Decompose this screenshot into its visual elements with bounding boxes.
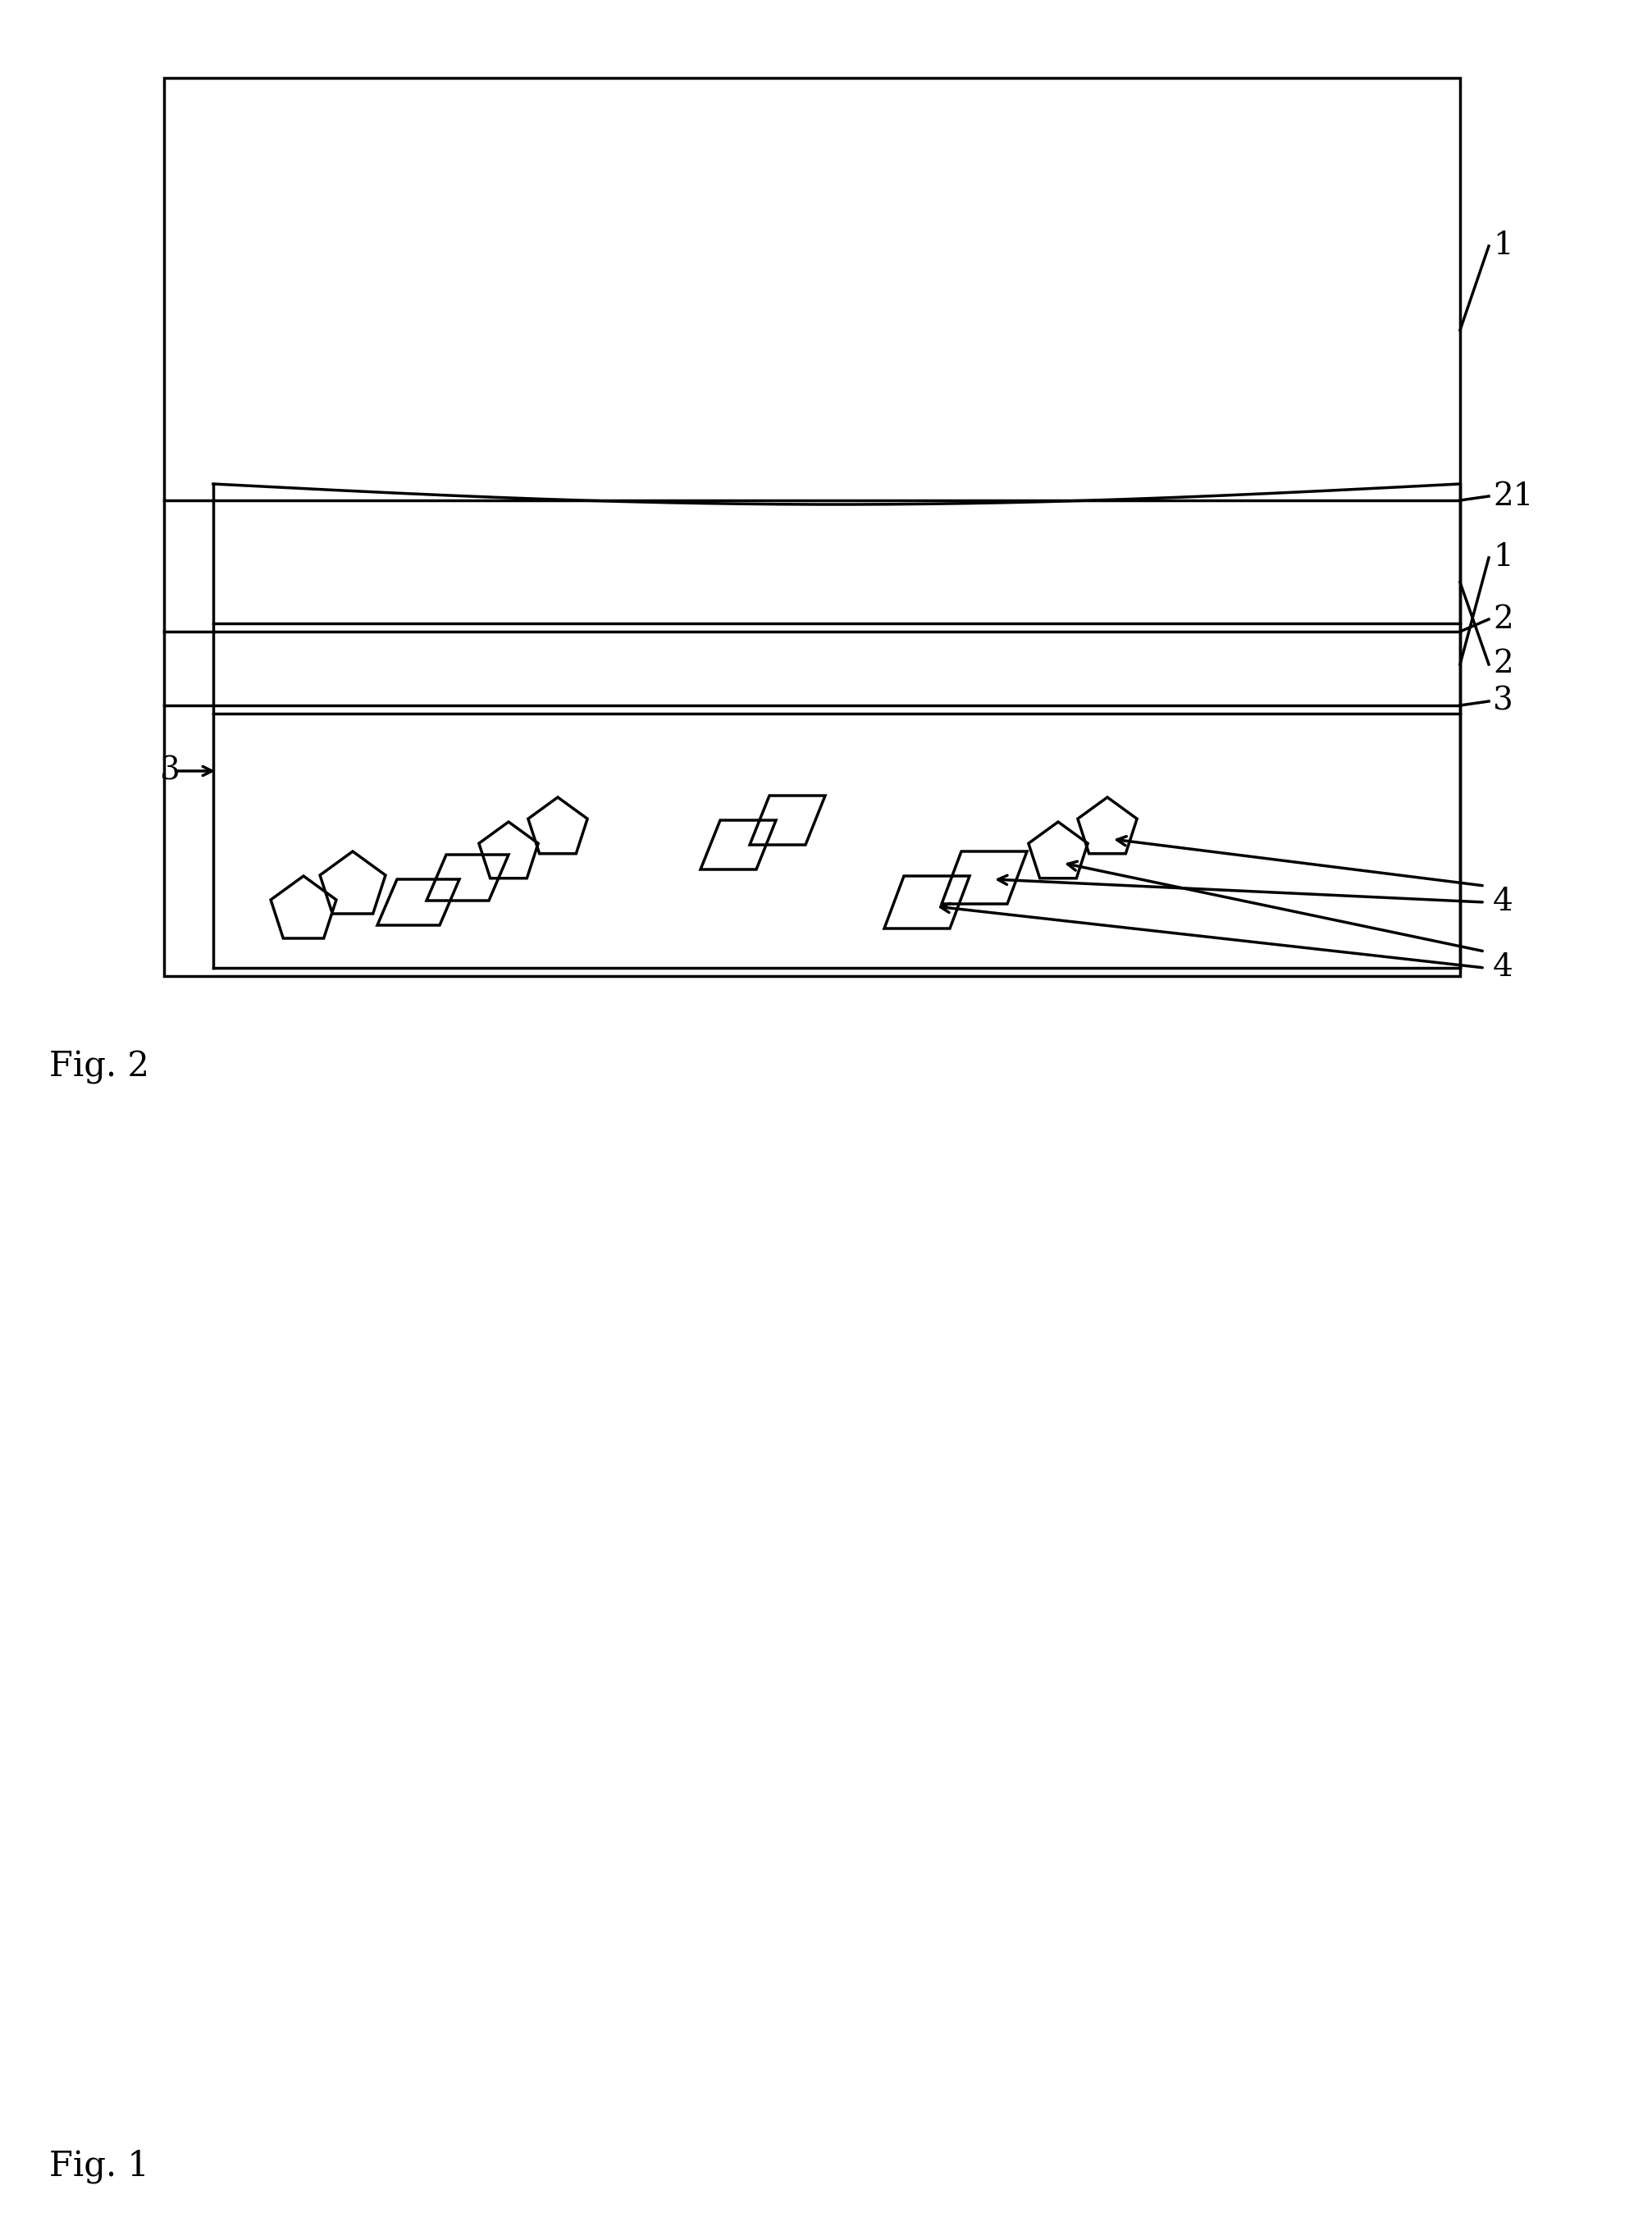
Text: 1: 1 (1493, 542, 1513, 573)
Text: Fig. 2: Fig. 2 (50, 1051, 149, 1084)
Text: 21: 21 (1493, 482, 1533, 511)
Text: Fig. 1: Fig. 1 (50, 2148, 149, 2184)
Text: 3: 3 (160, 756, 180, 785)
Text: 2: 2 (1493, 649, 1513, 680)
Text: 4: 4 (1493, 888, 1513, 917)
Text: 2: 2 (1493, 605, 1513, 634)
Text: 1: 1 (1493, 230, 1513, 261)
Text: 4: 4 (1493, 953, 1513, 984)
Bar (164, 78, 1460, 977)
Text: 3: 3 (1493, 687, 1513, 716)
